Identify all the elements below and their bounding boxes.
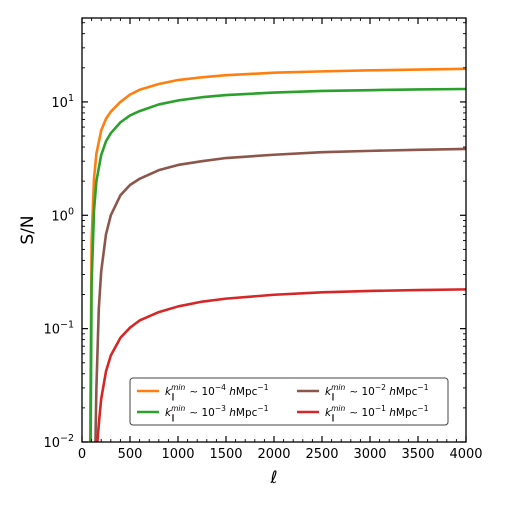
series-line-3	[94, 147, 466, 442]
x-tick-label: 4000	[449, 447, 482, 462]
x-tick-label: 2000	[257, 447, 290, 462]
y-axis-label: S/N	[18, 215, 38, 244]
x-tick-label: 2500	[305, 447, 338, 462]
x-tick-label: 1000	[161, 447, 194, 462]
legend-label: kmin ∥ ∼ 10−4 hMpc−1	[165, 383, 269, 401]
legend-label: kmin ∥ ∼ 10−2 hMpc−1	[325, 383, 429, 401]
x-tick-label: 1500	[209, 447, 242, 462]
legend-label: kmin ∥ ∼ 10−1 hMpc−1	[325, 404, 429, 422]
y-tick-label: 100	[51, 206, 74, 224]
x-axis-label: ℓ	[269, 468, 277, 488]
legend-entry-3: kmin ∥ ∼ 10−2 hMpc−1	[297, 383, 429, 401]
legend-entry-2: kmin ∥ ∼ 10−3 hMpc−1	[137, 404, 269, 422]
x-tick-label: 500	[118, 447, 143, 462]
x-tick-label: 0	[78, 447, 86, 462]
y-tick-label: 101	[51, 93, 74, 111]
legend-label: kmin ∥ ∼ 10−3 hMpc−1	[165, 404, 269, 422]
legend-entry-1: kmin ∥ ∼ 10−4 hMpc−1	[137, 383, 269, 401]
y-tick-label: 10−1	[43, 320, 74, 338]
legend-entry-4: kmin ∥ ∼ 10−1 hMpc−1	[297, 404, 429, 422]
x-tick-label: 3000	[353, 447, 386, 462]
series-line-2	[89, 87, 466, 442]
series-layer	[88, 67, 466, 442]
legend: kmin ∥ ∼ 10−4 hMpc−1 kmin ∥ ∼ 10−3 hMpc−1 km…	[129, 377, 449, 426]
plot-frame	[81, 17, 467, 443]
series-line-4	[96, 288, 466, 442]
x-tick-label: 3500	[401, 447, 434, 462]
legend-box	[129, 377, 449, 426]
series-line-1	[88, 67, 466, 442]
y-tick-label: 10−2	[43, 433, 74, 451]
